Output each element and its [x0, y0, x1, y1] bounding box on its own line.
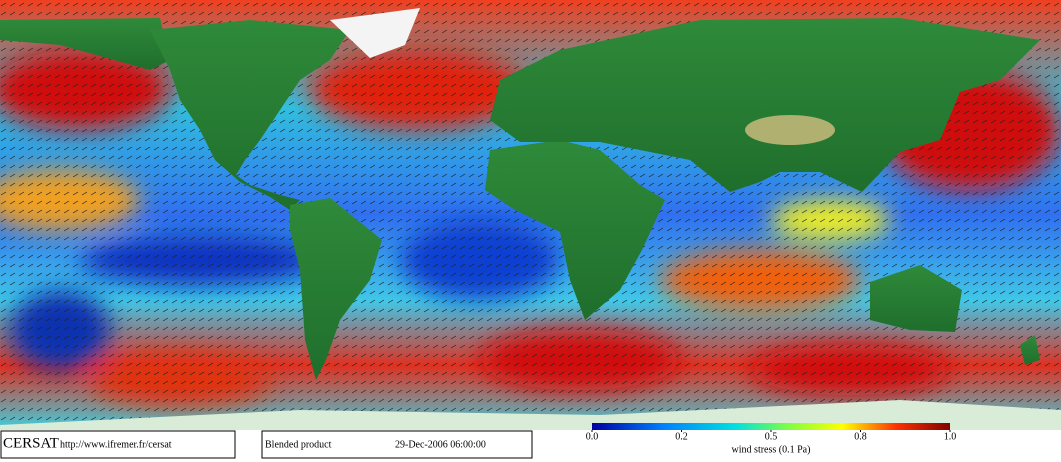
credit-box — [0, 430, 236, 459]
product-box — [261, 430, 533, 459]
colorbar-tick-label: 0.8 — [854, 431, 867, 442]
colorbar-tick-label: 1.0 — [944, 431, 957, 442]
colorbar-tick-label: 0.2 — [675, 431, 688, 442]
url: http://www.ifremer.fr/cersat — [60, 439, 172, 450]
product: Blended product — [265, 439, 332, 450]
colorbar-tick-label: 0.0 — [586, 431, 599, 442]
colorbar — [592, 423, 950, 430]
date: 29-Dec-2006 06:00:00 — [395, 439, 486, 450]
colorbar-label: wind stress (0.1 Pa) — [732, 444, 811, 455]
colorbar-tick-label: 0.5 — [765, 431, 778, 442]
logo: CERSAT — [3, 435, 59, 451]
